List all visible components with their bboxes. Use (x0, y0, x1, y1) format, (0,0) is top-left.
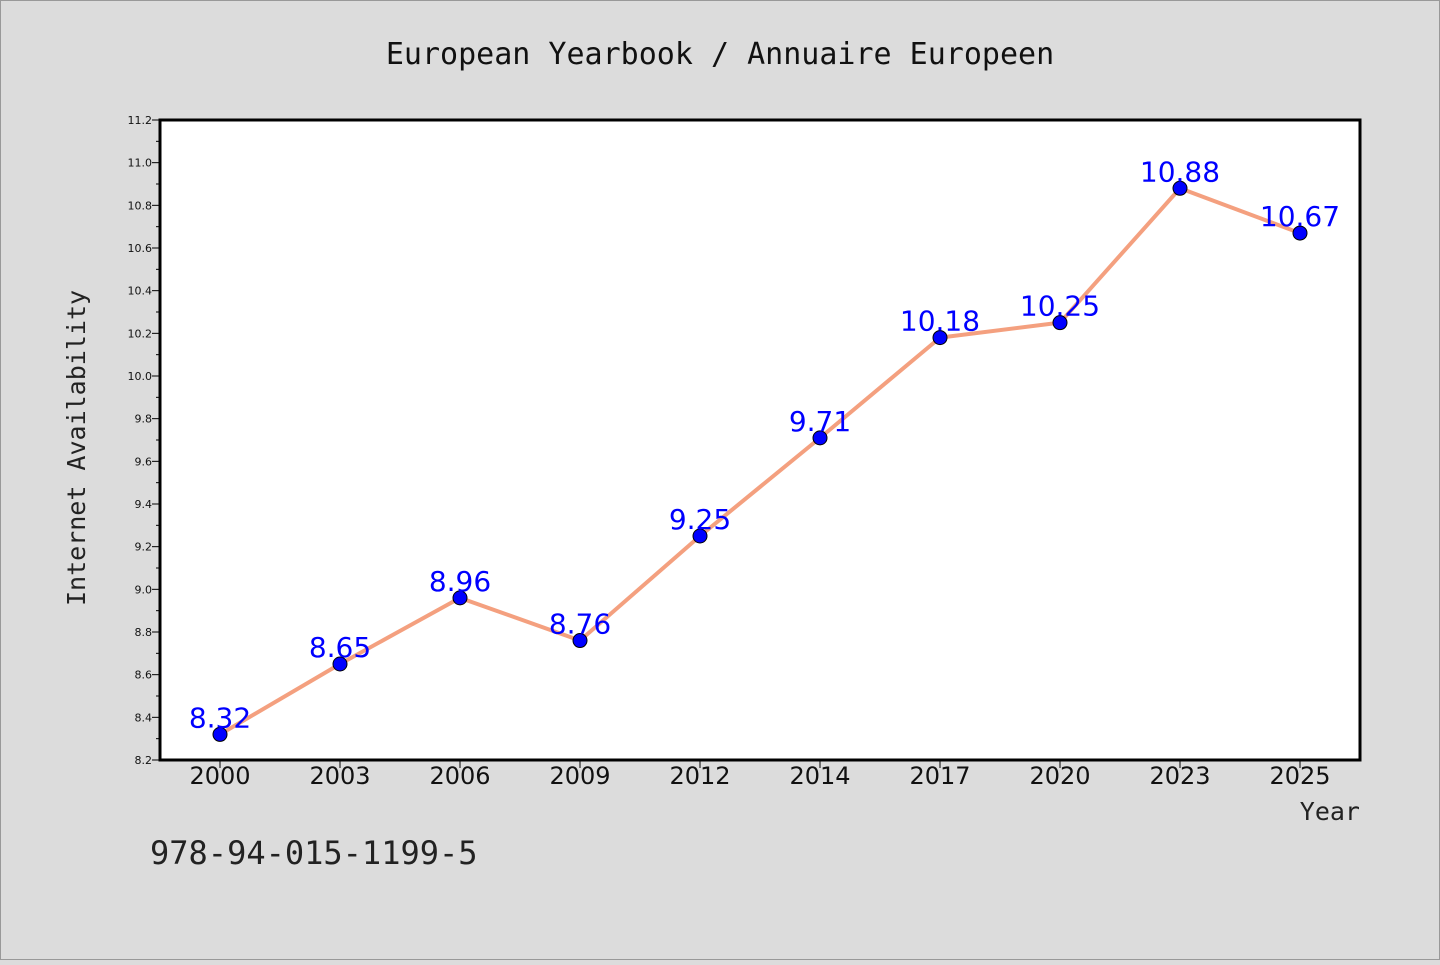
series-line (218, 186, 1301, 737)
data-point (572, 633, 588, 649)
x-tick-label: 2025 (1269, 762, 1330, 790)
data-label: 8.65 (309, 631, 371, 664)
series-group: 8.32 8.65 8.96 8.76 9.25 9.71 10.18 10.25 10.88 1… (189, 155, 1340, 742)
y-tick-label: 10.6 (128, 242, 153, 255)
y-tick-label: 9.0 (135, 583, 153, 596)
y-tick-label: 8.6 (135, 669, 153, 682)
x-tick-label: 2023 (1149, 762, 1210, 790)
y-tick-label: 10.8 (128, 199, 153, 212)
y-tick-label: 8.8 (135, 626, 153, 639)
data-point (1172, 180, 1188, 196)
data-label: 10.67 (1260, 200, 1340, 233)
data-label: 10.25 (1020, 290, 1100, 323)
x-tick-label: 2000 (189, 762, 250, 790)
y-tick-label: 9.2 (135, 541, 153, 554)
x-axis: 2000 2003 2006 2009 2012 2014 2017 2020 2023 2025 (189, 760, 1331, 790)
x-tick-label: 2020 (1029, 762, 1090, 790)
y-tick-label: 10.0 (128, 370, 153, 383)
y-tick-label: 9.6 (135, 455, 153, 468)
x-tick-label: 2009 (549, 762, 610, 790)
data-point (1292, 225, 1308, 241)
data-point (932, 330, 948, 346)
plot-frame (158, 118, 1362, 762)
x-tick-label: 2017 (909, 762, 970, 790)
data-point (812, 430, 828, 446)
data-label: 9.71 (789, 405, 851, 438)
y-tick-label: 10.4 (128, 285, 153, 298)
footer-code: 978-94-015-1199-5 (150, 834, 478, 872)
x-tick-label: 2006 (429, 762, 490, 790)
data-point (212, 726, 228, 742)
data-label: 9.25 (669, 503, 731, 536)
data-label: 10.18 (900, 305, 980, 338)
data-label: 10.88 (1140, 155, 1220, 188)
data-label: 8.96 (429, 565, 491, 598)
y-tick-label: 9.4 (135, 498, 153, 511)
data-label: 8.76 (549, 608, 611, 641)
data-label: 8.32 (189, 701, 251, 734)
data-point (1052, 315, 1068, 331)
y-tick-label: 9.8 (135, 413, 153, 426)
y-axis-label: Internet Availability (62, 290, 91, 606)
data-point (452, 590, 468, 606)
y-tick-label: 8.4 (135, 711, 153, 724)
x-axis-label: Year (1300, 797, 1360, 826)
data-point (692, 528, 708, 544)
x-tick-label: 2003 (309, 762, 370, 790)
x-tick-label: 2014 (789, 762, 850, 790)
y-tick-label: 11.0 (128, 157, 153, 170)
y-tick-label: 11.2 (128, 114, 153, 127)
chart-title: European Yearbook / Annuaire Europeen (386, 37, 1054, 72)
data-point (332, 656, 348, 672)
x-tick-label: 2012 (669, 762, 730, 790)
y-tick-label: 8.2 (135, 754, 153, 767)
y-tick-label: 10.2 (128, 327, 153, 340)
